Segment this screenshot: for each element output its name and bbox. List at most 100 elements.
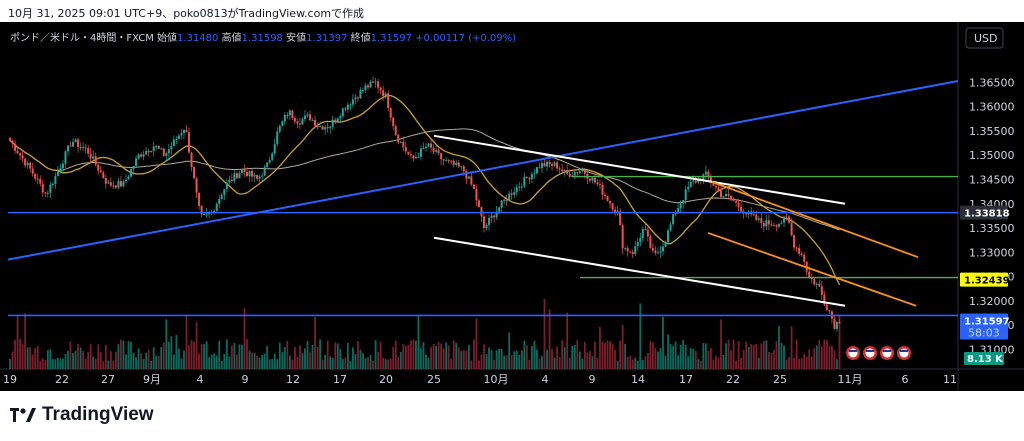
volume-bar [513,351,516,369]
volume-bar [404,345,407,369]
channel-upper-line[interactable] [433,134,846,205]
rising-trendline[interactable] [7,79,959,261]
candle-body [820,286,823,295]
volume-bar [687,356,690,369]
candle-body [21,155,24,159]
candle-body [64,151,67,164]
price-badge-label: 1.33818 [964,209,1010,220]
volume-bar [369,355,372,369]
volume-bar [833,350,836,369]
volume-bar [442,348,445,369]
candle-body [604,194,607,196]
event-flag-stripe [900,350,908,352]
candle-body [102,172,105,179]
x-tick-label: 4 [197,373,204,386]
currency-button[interactable] [965,27,1004,49]
candle-body [687,186,690,190]
volume-bar [384,359,387,369]
candle-body [419,148,422,157]
candle-body [233,173,236,182]
candle-body [654,250,657,253]
volume-bar [59,358,62,369]
candle-body [367,85,370,88]
candle-body [503,199,506,201]
volume-bar [389,358,392,369]
volume-bar [195,322,198,369]
y-tick-label: 1.32000 [969,295,1015,308]
candle-body [198,192,201,207]
candle-body [755,214,758,220]
volume-bar [538,358,541,369]
candle-body [248,170,251,177]
volume-bar [11,351,14,369]
volume-bar [518,354,521,369]
chart-area[interactable]: 1.36500 1.36000 1.35500 1.35000 1.34500 1.340… [0,22,1024,391]
candle-body [757,218,760,220]
volume-bar [329,356,332,369]
candle-body [694,180,697,183]
volume-bar [321,359,324,369]
candle-body [356,97,359,99]
volume-bar [409,340,412,369]
orange-channel-upper[interactable] [711,181,919,259]
orange-channel-lower[interactable] [707,232,917,307]
candle-body [578,171,581,174]
price-chart[interactable]: 1.365001.360001.355001.350001.345001.340… [0,22,1024,391]
volume-bar [36,346,39,369]
candle-body [452,160,455,165]
candle-body [770,224,773,226]
volume-bar [755,343,758,369]
candle-body [440,153,443,160]
x-tick-label: 4 [542,373,549,386]
candle-body [44,192,47,194]
x-tick-label: 17 [679,373,693,386]
channel-lower-line[interactable] [433,236,846,307]
volume-bar [644,356,647,369]
candle-body [140,154,143,157]
candle-body [392,117,395,127]
moving-average-short [9,94,841,286]
candle-body [220,195,223,199]
candle-body [825,304,828,311]
candle-body [616,211,619,213]
volume-bar [190,340,193,369]
candle-body [563,169,566,172]
volume-bar [808,349,811,369]
candle-body [775,225,778,227]
volume-bar [354,354,357,369]
tradingview-logo[interactable]: TradingView [10,404,154,426]
volume-bar [828,345,831,369]
price-badge [960,205,1008,220]
candle-body [480,207,483,217]
candle-body [593,177,596,183]
volume-bar [432,344,435,369]
volume-bar [689,348,692,369]
volume-bar [21,344,24,369]
candle-body [109,182,112,186]
candle-body [500,200,503,208]
volume-bar [218,340,221,369]
candle-body [488,217,491,225]
candle-body [74,139,77,142]
volume-bar [740,357,743,369]
candle-body [493,215,496,218]
candle-body [331,119,334,127]
volume-bar [339,349,342,369]
candle-body [634,246,637,255]
volume-bar [657,351,659,369]
volume-bar [523,340,526,369]
candle-body [84,147,87,149]
candle-body [644,229,647,231]
candle-body [462,166,465,172]
candle-body [432,147,435,152]
candle-body [19,153,22,156]
candle-body [790,222,793,236]
volume-bar [762,341,765,369]
volume-bar [165,319,168,369]
candle-body [369,81,372,88]
volume-bar [198,353,200,369]
tradingview-brand: TradingView [42,404,154,425]
volume-bar [621,324,624,369]
volume-bar [372,360,374,369]
candle-body [417,156,420,158]
